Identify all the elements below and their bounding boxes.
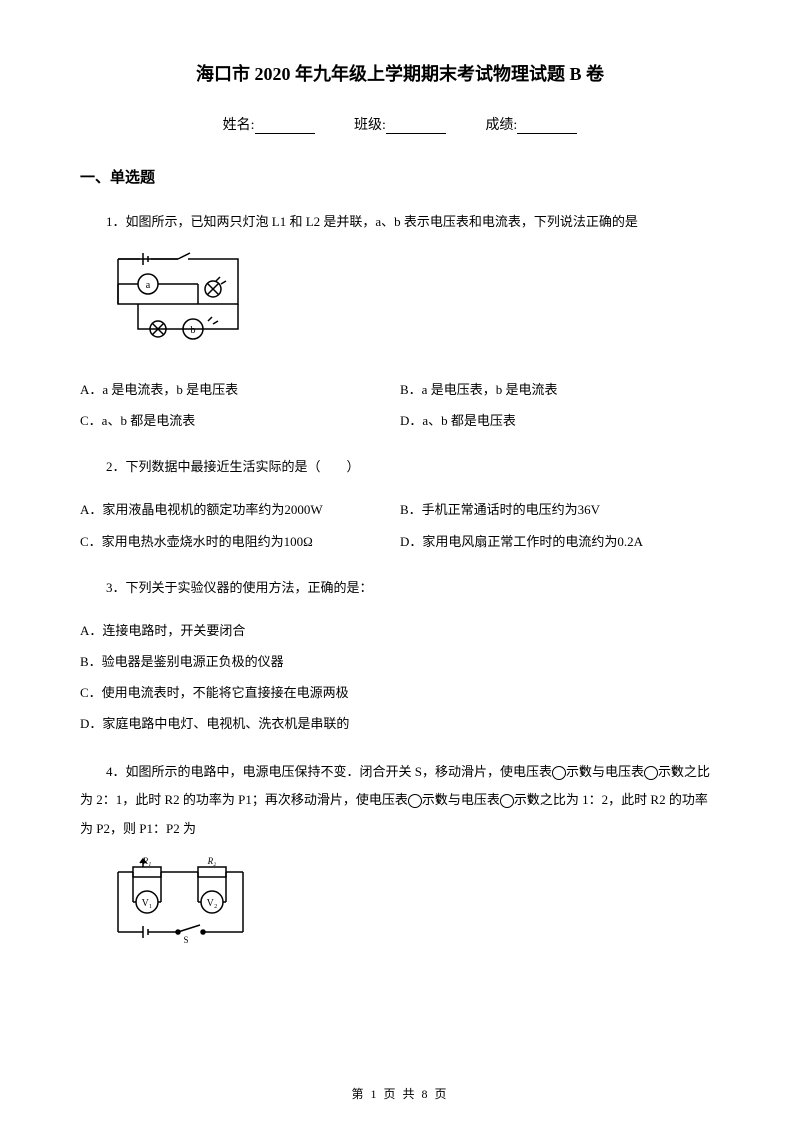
svg-text:V₁: V₁ — [142, 898, 153, 909]
name-underline — [255, 120, 315, 134]
q4-text-mid3: 示数与电压表 — [422, 792, 500, 807]
q3-opt-d: D．家庭电路中电灯、电视机、洗衣机是串联的 — [80, 708, 720, 739]
q4-text-mid1: 示数与电压表 — [566, 764, 644, 779]
voltmeter-icon: V — [408, 794, 422, 808]
q2-opt-a: A．家用液晶电视机的额定功率约为2000W — [80, 494, 400, 525]
q1-opt-c: C．a、b 都是电流表 — [80, 405, 400, 436]
svg-text:a: a — [146, 280, 151, 291]
q4-text: 4．如图所示的电路中，电源电压保持不变．闭合开关 S，移动滑片，使电压表V示数与… — [80, 758, 720, 844]
q1-circuit-diagram: a b — [108, 249, 720, 358]
q2-opt-d-val: 0.2A — [617, 534, 643, 549]
q1-options: A．a 是电流表，b 是电压表 B．a 是电压表，b 是电流表 C．a、b 都是… — [80, 374, 720, 436]
svg-text:S: S — [183, 935, 188, 945]
q2-opt-d: D．家用电风扇正常工作时的电流约为0.2A — [400, 526, 720, 557]
question-1: 1．如图所示，已知两只灯泡 L1 和 L2 是并联，a、b 表示电压表和电流表，… — [80, 209, 720, 436]
q3-text: 3．下列关于实验仪器的使用方法，正确的是： — [80, 575, 720, 601]
q2-opt-d-pre: D．家用电风扇正常工作时的电流约为 — [400, 534, 617, 549]
voltmeter-icon: V — [500, 794, 514, 808]
q2-text: 2．下列数据中最接近生活实际的是（ ） — [80, 454, 720, 480]
class-underline — [386, 120, 446, 134]
q4-circuit-diagram: R₁ R₂ V₁ V₂ — [108, 857, 720, 956]
name-field: 姓名: — [223, 114, 315, 134]
question-3: 3．下列关于实验仪器的使用方法，正确的是： A．连接电路时，开关要闭合 B．验电… — [80, 575, 720, 740]
student-info-row: 姓名: 班级: 成绩: — [80, 114, 720, 134]
q2-options: A．家用液晶电视机的额定功率约为2000W B．手机正常通话时的电压约为36V … — [80, 494, 720, 556]
q2-opt-b-val: 36V — [578, 502, 600, 517]
q1-text: 1．如图所示，已知两只灯泡 L1 和 L2 是并联，a、b 表示电压表和电流表，… — [80, 209, 720, 235]
q1-opt-a: A．a 是电流表，b 是电压表 — [80, 374, 400, 405]
q4-text-pre: 4．如图所示的电路中，电源电压保持不变．闭合开关 S，移动滑片，使电压表 — [106, 764, 552, 779]
q2-opt-b: B．手机正常通话时的电压约为36V — [400, 494, 720, 525]
class-label: 班级: — [354, 118, 386, 133]
q2-opt-c-val: 100Ω — [284, 534, 313, 549]
score-label: 成绩: — [485, 118, 517, 133]
q3-options: A．连接电路时，开关要闭合 B．验电器是鉴别电源正负极的仪器 C．使用电流表时，… — [80, 615, 720, 740]
exam-title: 海口市 2020 年九年级上学期期末考试物理试题 B 卷 — [80, 60, 720, 86]
page-footer: 第 1 页 共 8 页 — [0, 1085, 800, 1102]
q2-opt-c: C．家用电热水壶烧水时的电阻约为100Ω — [80, 526, 400, 557]
q3-opt-c: C．使用电流表时，不能将它直接接在电源两极 — [80, 677, 720, 708]
q2-opt-c-pre: C．家用电热水壶烧水时的电阻约为 — [80, 534, 284, 549]
q2-opt-a-val: 2000W — [284, 502, 322, 517]
section-1-header: 一、单选题 — [80, 166, 720, 187]
svg-text:b: b — [191, 325, 196, 336]
question-4: 4．如图所示的电路中，电源电压保持不变．闭合开关 S，移动滑片，使电压表V示数与… — [80, 758, 720, 957]
q2-opt-a-pre: A．家用液晶电视机的额定功率约为 — [80, 502, 284, 517]
q1-opt-d: D．a、b 都是电压表 — [400, 405, 720, 436]
svg-text:R₂: R₂ — [207, 857, 217, 866]
q1-opt-b: B．a 是电压表，b 是电流表 — [400, 374, 720, 405]
class-field: 班级: — [354, 114, 446, 134]
q2-opt-b-pre: B．手机正常通话时的电压约为 — [400, 502, 578, 517]
name-label: 姓名: — [223, 118, 255, 133]
q3-opt-b: B．验电器是鉴别电源正负极的仪器 — [80, 646, 720, 677]
question-2: 2．下列数据中最接近生活实际的是（ ） A．家用液晶电视机的额定功率约为2000… — [80, 454, 720, 556]
voltmeter-icon: V — [644, 766, 658, 780]
svg-text:V₂: V₂ — [207, 898, 218, 909]
q3-opt-a: A．连接电路时，开关要闭合 — [80, 615, 720, 646]
score-field: 成绩: — [485, 114, 577, 134]
voltmeter-icon: V — [552, 766, 566, 780]
score-underline — [517, 120, 577, 134]
